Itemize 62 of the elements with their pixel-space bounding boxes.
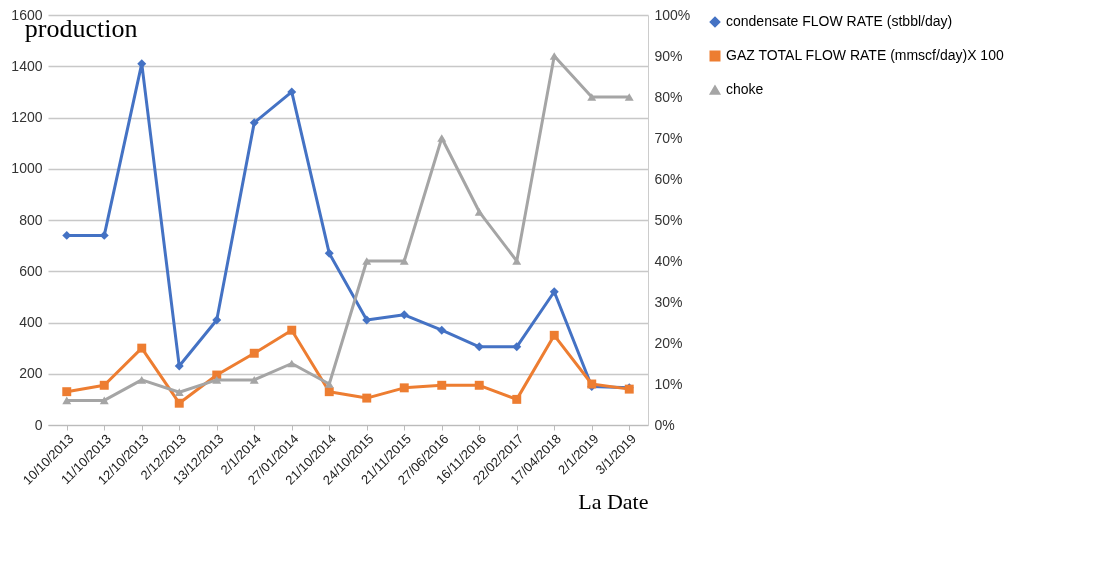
point: [399, 310, 409, 320]
point: [212, 376, 222, 384]
y2-tick-label: 20%: [654, 334, 683, 351]
point: [287, 87, 297, 97]
point: [512, 394, 522, 404]
y2-tick-label: 50%: [654, 211, 683, 228]
point: [474, 380, 484, 390]
point: [324, 380, 334, 388]
point: [474, 207, 484, 216]
x-axis-title: La Date: [578, 488, 649, 514]
point: [99, 396, 109, 405]
point: [549, 52, 559, 60]
point: [437, 325, 447, 335]
y2-tick-label: 0%: [654, 416, 675, 433]
y2-tick-label: 90%: [654, 47, 683, 64]
y2-tick-label: 100%: [654, 6, 691, 23]
point: [287, 359, 297, 368]
point: [624, 93, 634, 101]
point: [362, 315, 372, 325]
point: [512, 342, 522, 352]
legend-label: condensate FLOW RATE (stbbl/day): [726, 13, 953, 29]
y-tick-label: 400: [19, 314, 43, 330]
point: [249, 118, 259, 128]
point: [474, 342, 484, 352]
y-tick-label: 600: [19, 262, 43, 279]
point: [287, 325, 297, 335]
legend-label: GAZ TOTAL FLOW RATE (mmscf/day)X 100: [726, 47, 1004, 63]
point: [99, 380, 109, 390]
y2-tick-label: 60%: [654, 170, 683, 187]
point: [549, 330, 559, 340]
y-tick-label: 1000: [11, 160, 43, 177]
point: [249, 348, 259, 358]
y-tick-label: 0: [34, 416, 43, 433]
point: [399, 257, 409, 265]
y-tick-label: 200: [19, 365, 43, 382]
y-tick-label: 1200: [11, 109, 43, 125]
point: [324, 248, 334, 258]
y2-tick-label: 80%: [654, 88, 683, 105]
point: [174, 388, 184, 397]
point: [399, 383, 409, 393]
y2-tick-label: 30%: [654, 293, 683, 310]
y-tick-label: 1600: [11, 6, 43, 23]
y2-tick-label: 70%: [654, 129, 683, 146]
point: [362, 393, 372, 403]
point: [62, 387, 72, 397]
point: [437, 134, 447, 142]
point: [249, 376, 259, 384]
point: [587, 93, 597, 101]
legend-label: choke: [726, 81, 764, 97]
y-tick-label: 800: [19, 211, 43, 228]
point: [212, 315, 222, 325]
point: [549, 287, 559, 297]
y2-tick-label: 10%: [654, 375, 683, 392]
point: [174, 398, 184, 408]
point: [324, 387, 334, 397]
y2-tick-label: 40%: [654, 252, 683, 269]
y-tick-label: 1400: [11, 57, 43, 74]
point: [137, 376, 147, 384]
point: [362, 257, 372, 265]
point: [437, 380, 447, 390]
point: [62, 396, 72, 405]
point: [137, 343, 147, 353]
